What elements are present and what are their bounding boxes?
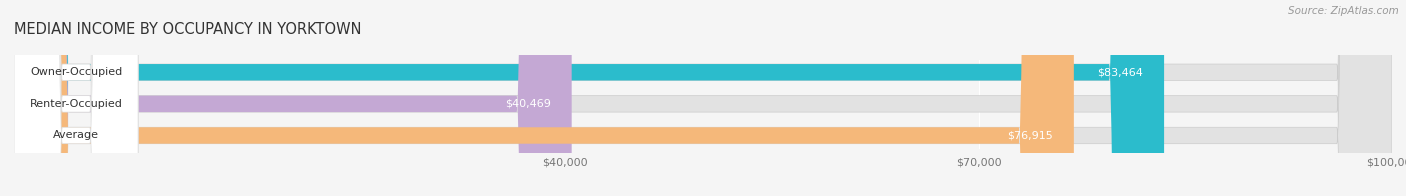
FancyBboxPatch shape	[14, 0, 1074, 196]
FancyBboxPatch shape	[14, 0, 1164, 196]
Text: $76,915: $76,915	[1008, 131, 1053, 141]
FancyBboxPatch shape	[14, 0, 572, 196]
FancyBboxPatch shape	[14, 0, 138, 196]
FancyBboxPatch shape	[14, 0, 1392, 196]
FancyBboxPatch shape	[14, 0, 138, 196]
FancyBboxPatch shape	[14, 0, 1392, 196]
FancyBboxPatch shape	[14, 0, 1392, 196]
Text: Source: ZipAtlas.com: Source: ZipAtlas.com	[1288, 6, 1399, 16]
FancyBboxPatch shape	[14, 0, 138, 196]
Text: $40,469: $40,469	[505, 99, 551, 109]
Text: MEDIAN INCOME BY OCCUPANCY IN YORKTOWN: MEDIAN INCOME BY OCCUPANCY IN YORKTOWN	[14, 22, 361, 37]
Text: $83,464: $83,464	[1098, 67, 1143, 77]
Text: Owner-Occupied: Owner-Occupied	[30, 67, 122, 77]
Text: Average: Average	[53, 131, 98, 141]
Text: Renter-Occupied: Renter-Occupied	[30, 99, 122, 109]
